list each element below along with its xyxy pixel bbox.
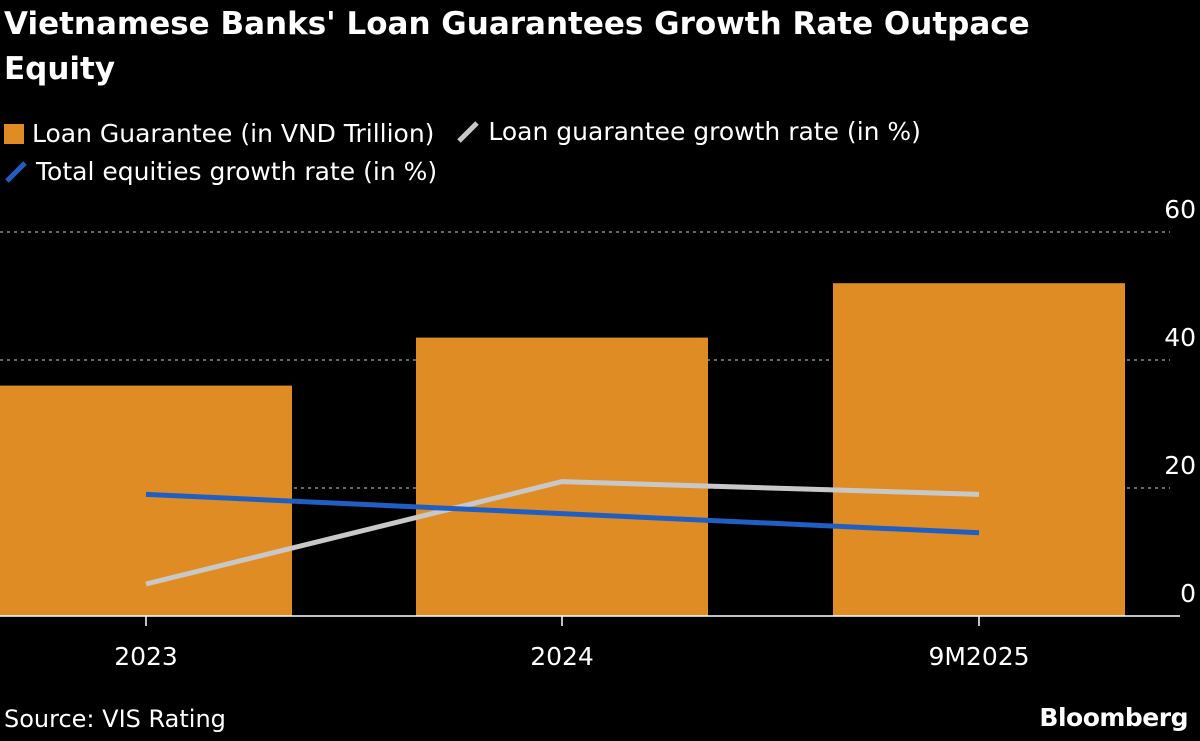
x-tick-label: 2023 (114, 642, 178, 671)
legend-label-equities-growth: Total equities growth rate (in %) (36, 157, 438, 186)
series-line (145, 479, 980, 587)
legend-item-loan-guarantee: Loan Guarantee (in VND Trillion) (4, 116, 434, 152)
legend-item-guarantee-growth: Loan guarantee growth rate (in %) (456, 114, 921, 150)
source-note: Source: VIS Rating (4, 705, 226, 733)
chart-legend: Loan Guarantee (in VND Trillion) Loan gu… (4, 114, 1104, 194)
legend-label-loan-guarantee: Loan Guarantee (in VND Trillion) (32, 119, 435, 148)
series-line (145, 491, 980, 536)
axis-layer (0, 615, 1180, 626)
y-tick-label: 20 (1164, 451, 1196, 480)
y-tick-label: 60 (1164, 195, 1196, 224)
legend-swatch-loan-guarantee (4, 124, 24, 144)
x-tick-label: 2024 (530, 642, 594, 671)
x-tick-label: 9M2025 (928, 642, 1029, 671)
y-tick-label: 0 (1180, 579, 1196, 608)
legend-swatch-guarantee-growth (457, 121, 480, 143)
chart-title: Vietnamese Banks' Loan Guarantees Growth… (4, 6, 1030, 87)
label-layer: 0 20 40 60 2023 2024 9M2025 (114, 195, 1196, 671)
y-tick-label: 40 (1164, 323, 1196, 352)
bar (416, 337, 708, 616)
bar (833, 283, 1125, 616)
legend-swatch-equities-growth (5, 161, 27, 183)
line-layer (145, 479, 980, 587)
legend-item-equities-growth: Total equities growth rate (in %) (4, 154, 437, 190)
legend-label-guarantee-growth: Loan guarantee growth rate (in %) (488, 117, 921, 146)
bar-layer (0, 283, 1125, 616)
bloomberg-logo: Bloomberg (1039, 703, 1188, 732)
chart-plot: 0 20 40 60 2023 2024 9M2025 (0, 195, 1196, 671)
